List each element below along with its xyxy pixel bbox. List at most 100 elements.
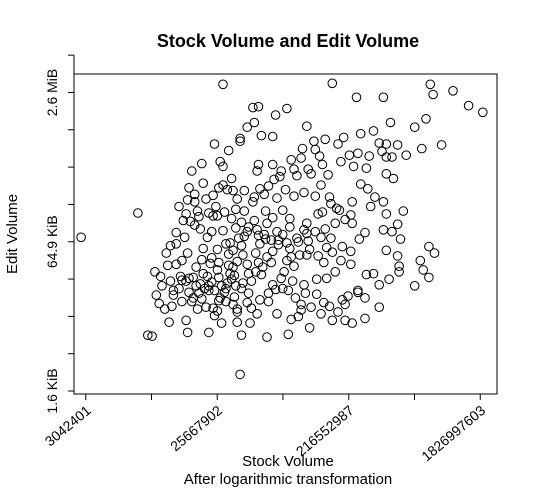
data-point [165, 276, 176, 286]
data-point [378, 225, 389, 235]
data-point [428, 89, 438, 100]
data-point [338, 132, 349, 143]
data-point [283, 285, 294, 296]
data-point [181, 315, 191, 326]
data-point [242, 259, 252, 270]
y-tick-label: 1.6 KiB [44, 368, 60, 413]
data-point [377, 146, 387, 157]
data-point [191, 262, 201, 272]
data-point [252, 166, 262, 176]
data-point [286, 314, 297, 325]
data-point [346, 246, 356, 257]
data-point [387, 152, 397, 162]
data-point [155, 271, 166, 282]
data-point [378, 92, 389, 103]
data-point [147, 331, 157, 342]
data-point [202, 232, 213, 243]
data-point [310, 191, 321, 201]
data-point [346, 259, 356, 270]
data-point [161, 248, 172, 258]
data-point [297, 143, 308, 154]
data-point [231, 204, 241, 215]
data-point [218, 79, 228, 90]
data-point [228, 245, 238, 256]
y-tick-label: 64.9 KiB [44, 215, 60, 268]
data-point [239, 185, 250, 196]
data-point [266, 235, 277, 245]
data-point [280, 184, 291, 195]
data-point [320, 224, 331, 234]
data-point [270, 110, 281, 120]
data-point [206, 252, 217, 263]
data-point [182, 327, 193, 338]
data-point [184, 183, 194, 193]
data-point [333, 139, 343, 149]
y-tick-label: 2.6 MiB [44, 69, 60, 116]
data-point [351, 92, 362, 103]
data-point [321, 273, 332, 284]
data-point [289, 261, 299, 272]
data-point [174, 283, 184, 294]
data-point [421, 114, 431, 124]
data-point [353, 148, 363, 159]
data-point [387, 226, 397, 237]
x-tick-label: 216552987 [293, 402, 357, 459]
data-point [167, 301, 177, 312]
data-point [292, 170, 302, 181]
data-point [181, 209, 191, 219]
data-point [218, 225, 228, 236]
data-point [388, 173, 399, 184]
data-point [330, 267, 341, 277]
data-point [154, 298, 164, 309]
data-point [385, 117, 396, 128]
data-point [263, 181, 274, 191]
data-point [381, 169, 392, 179]
data-point [272, 193, 282, 203]
data-point [348, 161, 359, 172]
data-point [259, 229, 270, 240]
data-point [250, 267, 261, 277]
data-point [221, 239, 231, 249]
data-point [429, 248, 440, 258]
data-point [267, 246, 278, 257]
data-point [304, 244, 315, 255]
data-point [269, 174, 279, 185]
data-point [300, 288, 311, 299]
data-point [255, 239, 265, 249]
data-point [347, 218, 358, 229]
data-point [262, 218, 272, 229]
data-point [197, 158, 207, 169]
data-point [285, 213, 295, 224]
data-point [219, 207, 230, 217]
data-point [235, 369, 245, 380]
data-point [384, 274, 394, 285]
data-point [197, 294, 207, 304]
data-point [191, 281, 201, 291]
data-point [395, 234, 406, 244]
data-point [160, 304, 170, 314]
data-point [272, 226, 282, 237]
data-point [223, 260, 234, 271]
data-point [209, 285, 220, 296]
data-point [205, 258, 216, 269]
data-point [286, 155, 297, 165]
data-point [374, 280, 385, 290]
data-point [249, 215, 260, 226]
data-point [192, 206, 203, 216]
data-point [310, 226, 321, 237]
data-point [235, 133, 245, 144]
data-point [272, 309, 282, 319]
data-point [204, 285, 214, 296]
data-point [243, 222, 254, 232]
data-point [233, 233, 244, 243]
data-point [211, 201, 221, 212]
data-point [277, 283, 288, 294]
data-point [249, 192, 260, 202]
data-point [392, 219, 403, 229]
data-point [340, 315, 350, 326]
data-point [201, 302, 211, 313]
data-point [463, 100, 474, 111]
data-point [283, 329, 294, 340]
data-point [293, 311, 304, 322]
data-point [343, 291, 353, 301]
